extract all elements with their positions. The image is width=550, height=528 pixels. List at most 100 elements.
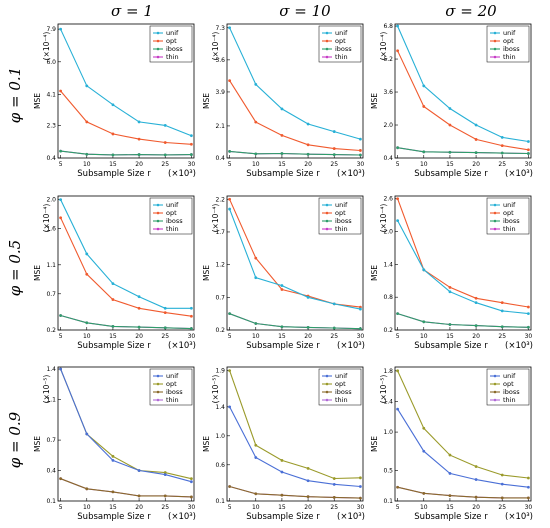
- data-point-unif: [228, 207, 232, 211]
- data-point-unif: [500, 309, 504, 313]
- x-tick-label: 5: [396, 333, 400, 340]
- legend-marker-thin: [156, 227, 160, 231]
- row-title-1: φ = 0.1: [6, 67, 24, 123]
- x-tick-label: 10: [252, 333, 260, 340]
- data-point-opt: [254, 120, 258, 124]
- series-line-iboss: [397, 313, 529, 328]
- plot-frame: [394, 195, 532, 331]
- data-point-unif: [358, 307, 362, 311]
- data-point-iboss: [474, 495, 478, 499]
- series-line-unif: [397, 408, 529, 488]
- legend-label-thin: thin: [503, 225, 516, 233]
- legend-marker-iboss: [325, 47, 329, 51]
- data-point-opt: [280, 288, 284, 291]
- data-point-opt: [137, 137, 141, 141]
- row-title-3: φ = 0.9: [6, 411, 24, 468]
- x-axis-unit: (×10³): [168, 341, 196, 351]
- series-line-unif: [60, 368, 192, 483]
- legend-marker-thin: [493, 398, 497, 402]
- panel-r3c3: 5 10 15 20 25 30 0.1 0.5 1.0 1.4 1.8 Subsample Size…: [370, 366, 533, 522]
- y-tick-label: 0.1: [46, 498, 56, 505]
- data-point-iboss: [332, 153, 336, 157]
- x-tick-label: 15: [446, 161, 454, 168]
- legend-label-iboss: iboss: [335, 45, 352, 53]
- y-tick-label: 2.2: [215, 196, 225, 203]
- data-point-iboss: [111, 324, 115, 328]
- data-point-iboss: [306, 152, 310, 156]
- data-point-unif: [137, 295, 141, 299]
- panel-r1c1: 5 10 15 20 25 30 0.4 2.3 4.1 6.0 7.9 Subsample Size…: [33, 23, 196, 179]
- data-point-unif: [500, 482, 504, 486]
- y-tick-label: 4.1: [46, 91, 56, 98]
- y-tick-label: 1.2: [215, 262, 225, 269]
- data-point-opt: [111, 132, 115, 136]
- series-line-unif: [60, 199, 192, 309]
- y-axis-unit: (×10⁻⁴): [379, 204, 388, 233]
- series-line-iboss: [60, 314, 192, 330]
- y-axis-label: MSE: [370, 93, 379, 109]
- x-axis-unit: (×10³): [337, 341, 365, 351]
- data-point-unif: [396, 219, 400, 223]
- data-point-unif: [254, 82, 258, 86]
- y-axis-unit: (×10⁻⁵): [211, 375, 220, 404]
- legend-label-opt: opt: [503, 209, 514, 217]
- data-point-iboss: [280, 325, 284, 329]
- y-tick-label: 0.4: [46, 468, 56, 475]
- data-point-unif: [137, 120, 141, 124]
- legend-marker-iboss: [493, 390, 497, 394]
- data-point-opt: [358, 476, 362, 480]
- data-point-iboss: [228, 485, 232, 488]
- x-tick-label: 30: [188, 161, 196, 168]
- series-line-unif: [60, 28, 192, 137]
- x-axis-label: Subsample Size r: [77, 512, 151, 522]
- data-point-iboss: [85, 152, 89, 156]
- legend-label-thin: thin: [503, 53, 516, 61]
- data-point-iboss: [500, 496, 504, 500]
- y-tick-label: 0.4: [46, 155, 56, 162]
- y-axis-label: MSE: [370, 436, 379, 452]
- legend-label-opt: opt: [166, 209, 177, 217]
- legend-label-unif: unif: [335, 201, 348, 209]
- data-point-unif: [280, 107, 284, 111]
- x-tick-label: 15: [278, 504, 286, 511]
- y-tick-label: 2.3: [46, 122, 56, 129]
- data-point-opt: [280, 133, 284, 137]
- x-tick-label: 25: [161, 161, 169, 168]
- data-point-opt: [526, 476, 530, 480]
- row-title-2: φ = 0.5: [6, 240, 24, 296]
- plot-frame: [57, 23, 195, 159]
- x-tick-label: 25: [161, 333, 169, 340]
- series-line-opt: [229, 370, 361, 480]
- data-point-iboss: [396, 146, 400, 150]
- legend-marker-opt: [325, 382, 329, 386]
- data-point-opt: [163, 311, 167, 315]
- y-tick-label: 0.7: [46, 291, 56, 298]
- data-point-unif: [396, 24, 400, 28]
- data-point-unif: [59, 367, 63, 371]
- x-tick-label: 15: [109, 333, 117, 340]
- x-tick-label: 15: [446, 333, 454, 340]
- x-tick-label: 10: [420, 333, 428, 340]
- y-axis-label: MSE: [33, 265, 42, 281]
- y-tick-label: 0.5: [383, 467, 393, 474]
- legend-label-iboss: iboss: [503, 217, 520, 225]
- data-point-unif: [448, 472, 452, 475]
- data-point-iboss: [396, 485, 400, 489]
- legend-marker-iboss: [493, 219, 497, 223]
- x-axis-label: Subsample Size r: [77, 169, 151, 179]
- series-line-unif: [397, 25, 529, 143]
- data-point-opt: [474, 465, 478, 468]
- x-tick-label: 5: [59, 333, 63, 340]
- y-tick-label: 0.2: [383, 327, 393, 334]
- data-point-unif: [254, 276, 258, 280]
- y-tick-label: 1.9: [215, 368, 225, 375]
- column-title-2: σ = 10: [279, 2, 331, 20]
- data-point-iboss: [474, 151, 478, 155]
- legend-marker-unif: [325, 203, 329, 207]
- legend-label-unif: unif: [166, 201, 179, 209]
- x-tick-label: 5: [228, 504, 232, 511]
- legend-label-opt: opt: [335, 209, 346, 217]
- x-axis-label: Subsample Size r: [414, 341, 488, 351]
- x-tick-label: 5: [228, 161, 232, 168]
- data-point-unif: [228, 405, 232, 409]
